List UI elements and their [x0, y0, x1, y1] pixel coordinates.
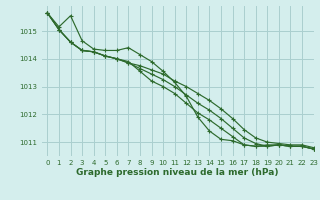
X-axis label: Graphe pression niveau de la mer (hPa): Graphe pression niveau de la mer (hPa): [76, 168, 279, 177]
